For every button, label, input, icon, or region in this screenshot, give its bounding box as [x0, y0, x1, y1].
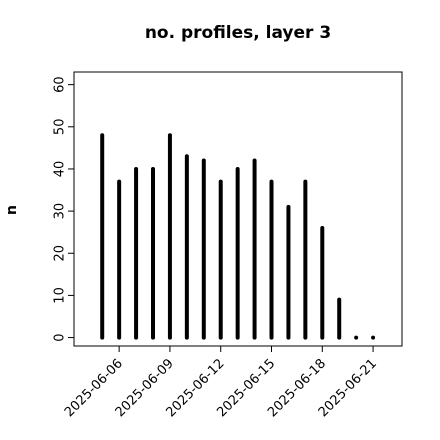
y-tick-label: 20: [53, 245, 68, 262]
chart-title: no. profiles, layer 3: [145, 23, 331, 43]
plot-box: [73, 71, 403, 347]
y-tick-label: 10: [53, 287, 68, 304]
y-axis-label: n: [4, 205, 20, 215]
y-tick-label: 50: [53, 119, 68, 136]
y-tick-label: 60: [53, 76, 68, 93]
y-tick-label: 40: [53, 161, 68, 178]
y-tick-label: 30: [53, 203, 68, 220]
y-tick-label: 0: [53, 333, 68, 341]
